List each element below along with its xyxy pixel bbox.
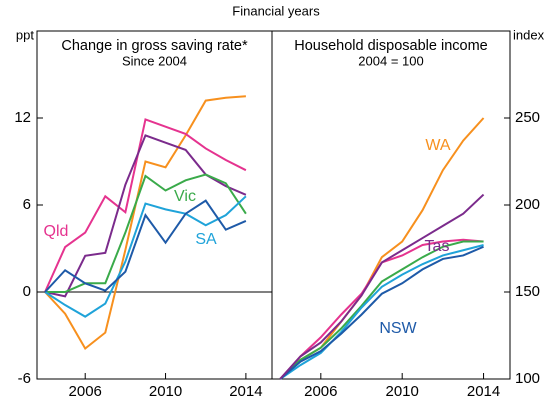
series-line	[44, 199, 247, 293]
series-line	[279, 193, 485, 380]
x-tick-label: 2010	[149, 383, 182, 400]
y-tick-label: 150	[515, 283, 540, 300]
panel-title: Change in gross saving rate*	[61, 38, 248, 54]
x-tick-label: 2006	[304, 383, 337, 400]
x-tick-label: 2010	[386, 383, 419, 400]
series-line	[279, 240, 484, 380]
x-tick-label: 2014	[229, 383, 262, 400]
panel-title: Household disposable income	[294, 38, 487, 54]
y-tick-label: 200	[515, 196, 540, 213]
y-axis-label: ppt	[16, 27, 34, 42]
series-line	[279, 117, 485, 380]
y-tick-label: 6	[23, 196, 31, 213]
series-label: Qld	[44, 223, 69, 240]
series-label: WA	[425, 137, 451, 154]
series-line	[279, 245, 484, 380]
x-tick-label: 2014	[467, 383, 500, 400]
y-axis-label: index	[513, 27, 545, 42]
y-tick-label: 0	[23, 283, 31, 300]
series-line	[45, 173, 247, 293]
series-label: NSW	[379, 320, 417, 337]
series-line	[279, 244, 484, 380]
panel-subtitle: 2004 = 100	[358, 53, 423, 68]
y-tick-label: -6	[18, 370, 31, 387]
y-tick-label: 12	[14, 109, 31, 126]
y-tick-label: 100	[515, 370, 540, 387]
y-tick-label: 250	[515, 109, 540, 126]
chart-subtitle: Financial years	[232, 3, 320, 18]
series-label: SA	[195, 231, 217, 248]
series-line	[44, 195, 247, 318]
series-label: Tas	[425, 238, 450, 255]
series-label: Vic	[174, 188, 196, 205]
x-tick-label: 2006	[69, 383, 102, 400]
panel-subtitle: Since 2004	[122, 53, 187, 68]
series-line	[44, 118, 247, 293]
series-line	[44, 95, 246, 351]
